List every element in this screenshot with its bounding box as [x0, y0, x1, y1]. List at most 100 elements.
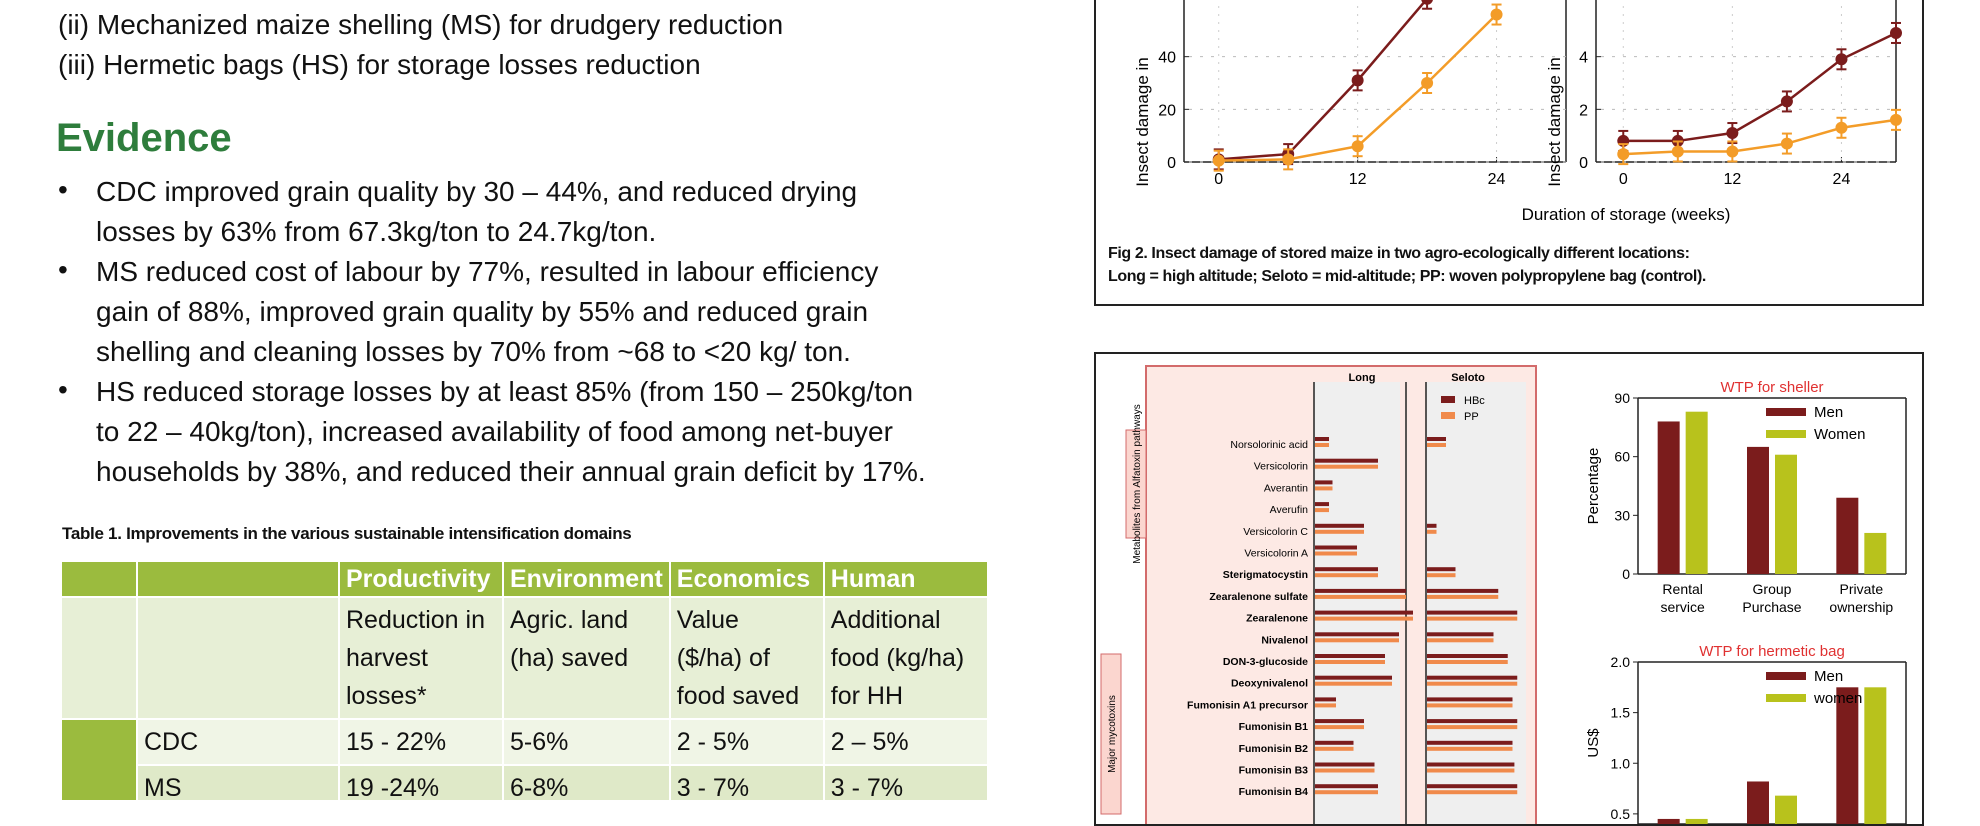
data-point: [1351, 74, 1364, 87]
bar-seloto-hbc: [1427, 632, 1494, 637]
bar-long-hbc: [1315, 458, 1378, 463]
table-subheader-empty: [136, 596, 340, 720]
y-tick-label: 0: [1622, 566, 1630, 582]
table-cell: 15 - 22%: [338, 718, 504, 766]
x-tick-label: Private: [1840, 581, 1884, 597]
bar-long-hbc: [1315, 675, 1392, 680]
table-row-label: CDC: [136, 718, 340, 766]
legend-swatch: [1766, 430, 1806, 438]
category-label: Zearalenone: [1246, 613, 1308, 625]
chart-title: WTP for hermetic bag: [1699, 643, 1845, 660]
bar-women: [1685, 818, 1708, 824]
y-tick-label: 4: [1579, 50, 1588, 67]
category-label: Fumonisin B4: [1239, 786, 1309, 798]
bar-women: [1864, 687, 1887, 824]
bar-long-hbc: [1315, 719, 1364, 724]
y-tick-label: 2: [1579, 102, 1588, 119]
table-side-label: [60, 718, 138, 800]
x-tick-label: 12: [1349, 171, 1367, 188]
bar-seloto-pp: [1427, 443, 1446, 447]
bar-long-hbc: [1315, 480, 1333, 485]
bar-long-pp: [1315, 616, 1413, 621]
bar-long-hbc: [1315, 545, 1357, 550]
x-tick-label: Rental: [1662, 581, 1702, 597]
category-label: DON-3-glucoside: [1223, 656, 1308, 668]
bar-long-pp: [1315, 464, 1378, 469]
data-point: [1780, 95, 1793, 108]
table-subheader-empty: [60, 596, 138, 720]
data-point: [1617, 148, 1630, 161]
bar-seloto-hbc: [1427, 740, 1513, 745]
table-cell: 3 - 7%: [668, 764, 825, 800]
category-label: Zearalenone sulfate: [1209, 591, 1308, 603]
si-table: Productivity Environment Economics Human…: [60, 560, 989, 800]
bar-seloto-hbc: [1427, 719, 1518, 724]
si-table-wrap: Productivity Environment Economics Human…: [60, 560, 1000, 800]
bar-long-pp: [1315, 573, 1378, 578]
wtp-charts: WTP for sheller 0 30 60 90 Percentage Rental se…: [1585, 379, 1907, 824]
data-point: [1835, 121, 1848, 134]
bar-seloto-hbc: [1427, 567, 1456, 572]
data-point: [1726, 145, 1739, 158]
data-point: [1835, 53, 1848, 66]
bar-women: [1775, 454, 1797, 574]
bullet-glyph: •: [58, 254, 68, 285]
y-tick-label: 0: [1579, 155, 1588, 172]
bar-seloto-pp: [1427, 529, 1437, 534]
y-tick-label: 2.0: [1611, 654, 1631, 670]
bar-seloto-pp: [1427, 768, 1515, 773]
group-label: Major mycotoxins: [1107, 695, 1118, 773]
fig2-caption: Fig 2. Insect damage of stored maize in …: [1108, 242, 1706, 288]
table-header-economics: Economics: [668, 560, 825, 598]
data-point: [1890, 26, 1902, 39]
y-tick-label: 60: [1614, 449, 1630, 465]
series-line-0: [1623, 31, 1897, 143]
category-label: Deoxynivalenol: [1231, 678, 1308, 690]
y-axis-label: Insect damage in: [1133, 57, 1152, 186]
legend-label: Men: [1814, 404, 1843, 421]
fig3-box: Long Seloto HBc PP Metabolites from Alfatoxi…: [1094, 352, 1924, 826]
table-cell: 3 - 7%: [822, 764, 989, 800]
evidence-heading: Evidence: [56, 116, 232, 160]
bar-long-pp: [1315, 790, 1378, 795]
category-label: Versicolorin A: [1244, 548, 1308, 560]
column-title: Seloto: [1451, 372, 1485, 384]
table-cell: 2 – 5%: [822, 718, 989, 766]
chart-title: WTP for sheller: [1720, 379, 1823, 396]
x-tick-label: 0: [1214, 171, 1223, 188]
table-caption: Table 1. Improvements in the various sus…: [62, 524, 632, 543]
bar-long-hbc: [1315, 740, 1354, 745]
panel-bg-long: [1314, 382, 1400, 824]
bar-seloto-pp: [1427, 703, 1513, 708]
legend-swatch: [1766, 672, 1806, 680]
bar-seloto-hbc: [1427, 675, 1518, 680]
y-axis-label: Insect damage in: [1545, 57, 1564, 186]
group-label-box: [1125, 429, 1147, 539]
y-axis-label: US$: [1585, 728, 1602, 758]
y-tick-label: 40: [1158, 50, 1176, 67]
bar-long-hbc: [1315, 697, 1336, 702]
y-tick-label: 90: [1614, 390, 1630, 406]
bullet-2-line-3: shelling and cleaning losses by 70% from…: [96, 336, 851, 367]
table-cell: 5-6%: [502, 718, 671, 766]
table-cell: 6-8%: [502, 764, 671, 800]
bar-seloto-hbc: [1427, 437, 1446, 441]
table-subheader-economics: Value ($/ha) of food saved: [668, 596, 825, 720]
y-tick-label: 1.5: [1611, 705, 1631, 721]
bar-long-pp: [1315, 486, 1333, 491]
legend-swatch: [1766, 408, 1806, 416]
bar-long-pp: [1315, 594, 1406, 599]
table-header-empty: [136, 560, 340, 598]
fig2-caption-line-2: Long = high altitude; Seloto = mid-altit…: [1108, 268, 1706, 285]
legend-label: women: [1813, 690, 1862, 707]
table-row-label: MS: [136, 764, 340, 800]
bullet-1-line-2: losses by 63% from 67.3kg/ton to 24.7kg/…: [96, 216, 657, 247]
data-point: [1726, 127, 1739, 140]
mycotoxin-chart: Long Seloto HBc PP Metabolites from Alfatoxi…: [1100, 365, 1537, 824]
bar-long-pp: [1315, 725, 1364, 730]
y-tick-label: 20: [1158, 102, 1176, 119]
bullet-3-line-1: HS reduced storage losses by at least 85…: [96, 376, 914, 407]
bar-women: [1685, 411, 1708, 574]
bullet-2-line-2: gain of 88%, improved grain quality by 5…: [96, 296, 869, 327]
column-title: Long: [1349, 372, 1376, 384]
